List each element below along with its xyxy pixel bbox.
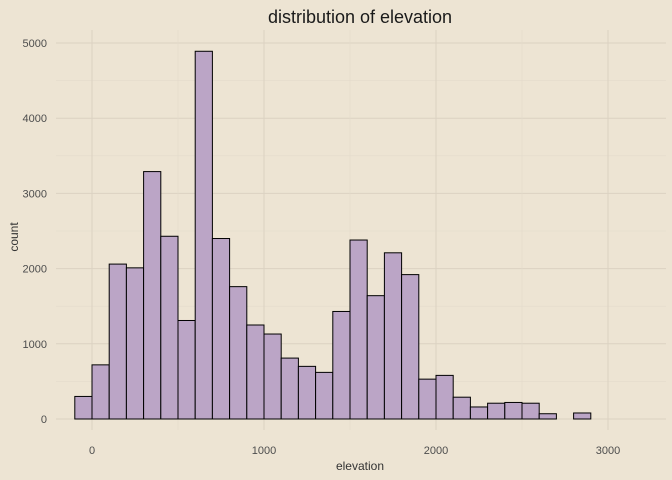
histogram-bar [263, 333, 282, 420]
histogram-bar [74, 395, 93, 420]
y-axis-label: count [7, 222, 21, 252]
histogram-bar [332, 310, 351, 420]
y-tick-label: 1000 [23, 339, 47, 351]
histogram-bar [435, 374, 454, 420]
x-axis-label: elevation [336, 459, 384, 473]
histogram-bar [297, 365, 317, 420]
histogram-bar [383, 252, 403, 420]
histogram-bar [108, 263, 127, 420]
x-tick-label: 2000 [424, 445, 448, 457]
histogram-bar [366, 295, 385, 420]
bars-group [74, 50, 592, 420]
x-tick-label: 3000 [596, 445, 620, 457]
y-tick-label: 4000 [23, 113, 47, 125]
chart-title: distribution of elevation [268, 7, 452, 27]
histogram-bar [504, 401, 523, 420]
histogram-bar [573, 412, 592, 420]
histogram-bar [229, 286, 248, 420]
histogram-bar [452, 396, 471, 420]
histogram-bar [469, 406, 489, 420]
y-tick-label: 0 [41, 414, 47, 426]
histogram-bar [418, 378, 437, 420]
histogram-bar [246, 324, 265, 420]
histogram-bar [143, 171, 162, 420]
histogram-bar [177, 319, 196, 420]
y-tick-label: 3000 [23, 188, 47, 200]
histogram-bar [91, 364, 110, 420]
x-axis-ticks: 0 1000 2000 3000 [89, 445, 620, 457]
histogram-bar [315, 371, 334, 420]
histogram-bar [349, 239, 368, 420]
histogram-bar [521, 402, 540, 420]
histogram-bar [280, 357, 299, 420]
x-tick-label: 0 [89, 445, 95, 457]
histogram-bar [194, 50, 213, 420]
y-axis-ticks: 0 1000 2000 3000 4000 5000 [23, 38, 47, 426]
histogram-bar [401, 274, 420, 420]
y-tick-label: 5000 [23, 38, 47, 50]
x-tick-label: 1000 [252, 445, 276, 457]
histogram-bar [211, 238, 231, 420]
histogram-bar [160, 235, 179, 420]
histogram-bar [125, 267, 145, 420]
histogram-bar [538, 413, 557, 420]
y-tick-label: 2000 [23, 264, 47, 276]
histogram-bar [487, 402, 506, 420]
